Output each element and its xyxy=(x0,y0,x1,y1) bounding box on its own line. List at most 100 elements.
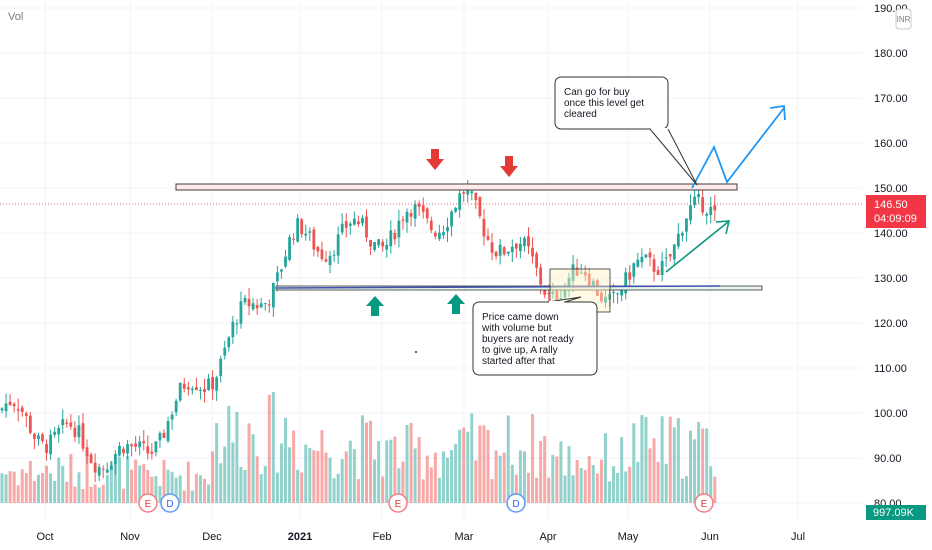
volume-bar xyxy=(563,475,567,503)
candle-body xyxy=(531,247,534,257)
trend-arrow-line xyxy=(665,221,729,273)
candle-body xyxy=(41,434,44,441)
candle-body xyxy=(312,229,316,250)
callout-top[interactable]: Can go for buy once this level get clear… xyxy=(554,76,698,186)
volume-bar xyxy=(599,459,603,503)
candle-body xyxy=(142,441,146,444)
dividend-badge[interactable]: D xyxy=(160,493,180,513)
candle-body xyxy=(523,237,526,247)
volume-bar xyxy=(53,480,57,503)
candle-body xyxy=(77,425,81,438)
candle-body xyxy=(490,242,494,253)
badge-label: D xyxy=(512,499,519,510)
volume-bar xyxy=(697,422,701,503)
volume-bar xyxy=(417,436,421,503)
volume-bar xyxy=(377,441,381,503)
volume-bar xyxy=(352,449,356,503)
candle-body xyxy=(126,444,129,454)
candle-body xyxy=(203,388,206,393)
candle-body xyxy=(263,303,267,305)
candle-body xyxy=(413,204,417,219)
candle-body xyxy=(105,469,109,473)
volume-bar xyxy=(178,475,182,503)
candle-body xyxy=(316,247,320,252)
indicator-label: Vol xyxy=(8,11,23,23)
price-axis[interactable]: 190.00180.00170.00160.00150.00140.00130.… xyxy=(862,0,932,520)
volume-bar xyxy=(656,461,660,503)
volume-bar xyxy=(247,423,251,503)
candle-body xyxy=(409,213,413,217)
candle-body xyxy=(12,403,16,407)
volume-bar xyxy=(186,461,190,503)
volume-bar xyxy=(620,437,624,503)
candle-body xyxy=(336,234,340,256)
candle-body xyxy=(575,267,579,276)
volume-bar xyxy=(174,477,178,503)
callout-bottom-line-4: to give up, A rally xyxy=(482,345,558,356)
volume-bar xyxy=(122,488,125,503)
candle-body xyxy=(446,227,449,232)
volume-tag[interactable]: 997.09K xyxy=(866,505,926,520)
earnings-badge[interactable]: E xyxy=(138,493,158,513)
volume-bar xyxy=(684,476,688,503)
candle-body xyxy=(393,232,397,240)
volume-bar xyxy=(450,450,454,503)
price-tick-label: 150.00 xyxy=(874,183,908,195)
up-arrow-2 xyxy=(447,294,465,314)
candle-body xyxy=(632,263,636,277)
volume-bar xyxy=(105,474,109,503)
candle-body xyxy=(559,298,563,300)
candle-body xyxy=(81,423,85,449)
volume-bar xyxy=(324,452,328,503)
volume-bar xyxy=(369,420,373,503)
candle-body xyxy=(308,231,312,233)
candlesticks xyxy=(0,179,717,483)
candle-body xyxy=(462,192,466,194)
volume-bar xyxy=(579,467,583,503)
candle-body xyxy=(636,259,640,267)
candle-body xyxy=(563,285,567,298)
volume-bar xyxy=(365,422,368,503)
volume-bar xyxy=(393,436,397,503)
time-axis[interactable]: Oct Nov Dec 2021 Feb Mar Apr May Jun Jul xyxy=(0,520,932,550)
candle-body xyxy=(547,293,551,295)
candle-body xyxy=(199,389,202,392)
resistance-zone[interactable] xyxy=(175,183,738,191)
candle-body xyxy=(276,272,279,282)
currency-badge[interactable]: INR xyxy=(895,8,912,30)
volume-bar xyxy=(97,487,101,503)
candle-body xyxy=(676,233,680,247)
volume-bar xyxy=(190,490,194,503)
candle-body xyxy=(109,465,113,470)
candle-body xyxy=(146,446,150,454)
volume-bar xyxy=(478,425,482,503)
candle-body xyxy=(211,377,214,390)
candle-body xyxy=(53,431,57,435)
candle-body xyxy=(429,220,433,231)
candle-body xyxy=(458,193,462,210)
volume-bar xyxy=(0,473,4,503)
callout-bottom[interactable]: Price came down with volume but buyers a… xyxy=(472,296,598,376)
volume-bar xyxy=(522,451,526,503)
volume-bar xyxy=(466,431,470,503)
time-tick-label: Nov xyxy=(120,531,140,543)
volume-bar xyxy=(344,451,348,503)
support-line[interactable] xyxy=(275,285,721,289)
candle-body xyxy=(417,203,421,207)
dividend-badge[interactable]: D xyxy=(506,493,526,513)
volume-bar xyxy=(535,477,539,503)
candle-body xyxy=(134,443,138,447)
earnings-badge[interactable]: E xyxy=(388,493,408,513)
volume-bar xyxy=(154,476,158,503)
candle-body xyxy=(551,291,555,294)
last-price-tag[interactable]: 146.50 04:09:09 xyxy=(866,195,926,228)
volume-bars xyxy=(0,392,717,503)
candle-body xyxy=(660,261,664,276)
volume-bar xyxy=(356,479,360,503)
candle-body xyxy=(219,358,223,377)
volume-bar xyxy=(304,444,308,503)
earnings-badge[interactable]: E xyxy=(694,493,714,513)
badge-label: E xyxy=(145,499,152,510)
